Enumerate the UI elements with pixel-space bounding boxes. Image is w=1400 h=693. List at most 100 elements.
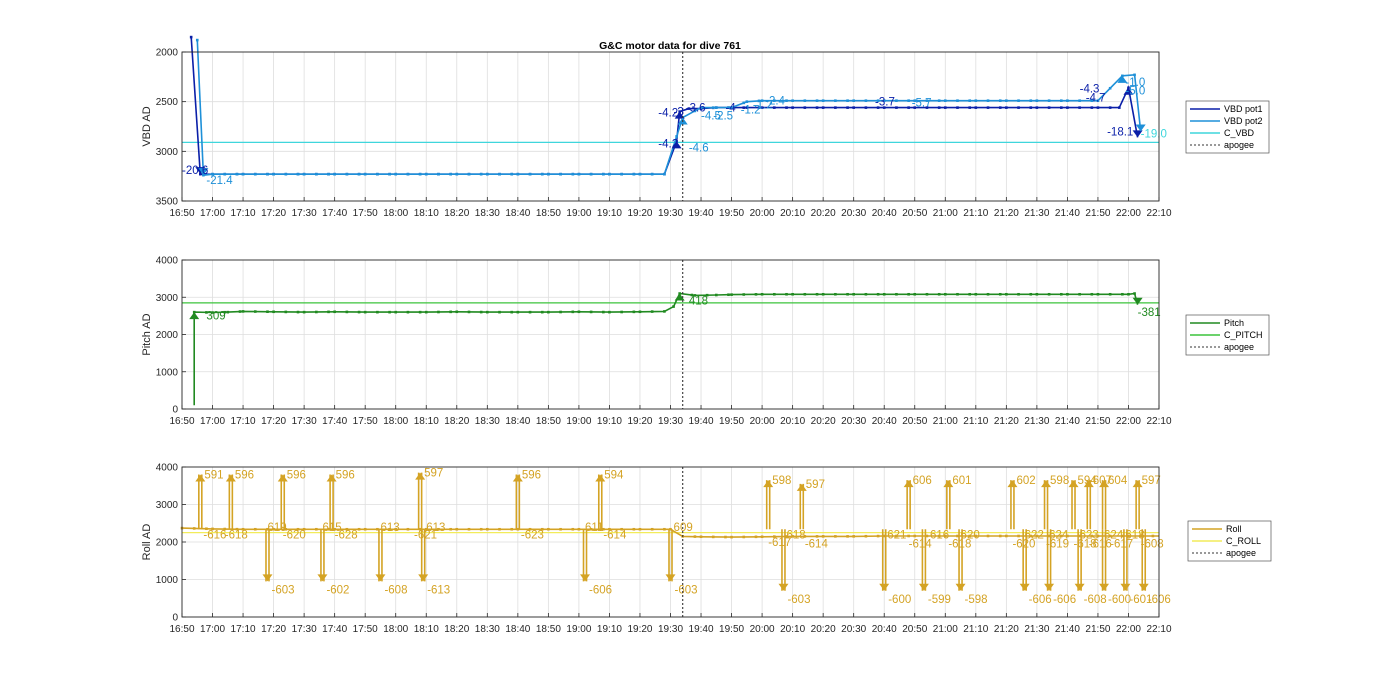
- roll-spike: -603: [665, 529, 698, 596]
- x-tick-label: 21:30: [1024, 624, 1049, 635]
- x-tick-label: 20:30: [841, 208, 866, 219]
- spike-arrowhead: [1120, 583, 1131, 591]
- data-point: [571, 310, 575, 314]
- data-point: [968, 292, 972, 296]
- x-tick-label: 17:10: [231, 416, 256, 427]
- y-axis: 0 1000 2000 3000 4000: [156, 463, 186, 624]
- x-tick-label: 19:40: [689, 416, 714, 427]
- data-point: [345, 172, 349, 176]
- data-point: [1078, 292, 1081, 296]
- series-roll: [180, 526, 1159, 539]
- data-point: [602, 527, 605, 531]
- data-point: [284, 527, 288, 531]
- data-point: [226, 310, 230, 314]
- data-point: [693, 535, 697, 538]
- data-point: [974, 292, 978, 296]
- data-point: [516, 310, 520, 314]
- data-point: [608, 172, 611, 176]
- data-point: [272, 310, 275, 314]
- data-point: [727, 293, 730, 297]
- x-tick-label: 22:10: [1146, 208, 1171, 219]
- data-point: [1060, 99, 1063, 102]
- data-annotation: -4.2: [658, 138, 678, 150]
- data-point: [223, 527, 227, 531]
- data-point: [192, 527, 196, 530]
- x-tick-label: 21:30: [1024, 416, 1049, 427]
- data-point: [547, 527, 550, 531]
- data-point: [602, 310, 605, 314]
- roll-spike: -606: [580, 529, 612, 596]
- data-point: [943, 99, 947, 102]
- x-tick-label: 19:20: [627, 624, 652, 635]
- data-point: [376, 172, 379, 176]
- data-point: [632, 172, 636, 176]
- data-point: [693, 109, 697, 113]
- data-point: [742, 101, 746, 105]
- data-point: [388, 310, 391, 314]
- data-annotation: -4.3: [1080, 84, 1100, 96]
- data-point: [986, 534, 990, 538]
- data-point: [1005, 292, 1008, 296]
- data-point: [937, 106, 941, 109]
- data-annotation: -621: [414, 529, 437, 541]
- data-point: [690, 293, 694, 297]
- roll-spike: -606: [1019, 529, 1052, 606]
- roll-spike: 607: [1083, 475, 1112, 530]
- x-tick-label: 18:00: [383, 624, 408, 635]
- data-point: [968, 534, 972, 538]
- data-point: [876, 292, 880, 296]
- data-point: [241, 310, 245, 313]
- data-point: [711, 106, 715, 109]
- data-point: [760, 292, 764, 296]
- spike-arrowhead: [1068, 480, 1079, 488]
- data-point: [895, 534, 898, 538]
- vbd-panel: -20.6-21.4-4.2 -4.6-4.2-3 -3.6-4.5-2.5-4 -1…: [141, 35, 1270, 219]
- data-point: [913, 106, 917, 109]
- data-point: [907, 106, 910, 109]
- data-point: [1029, 534, 1033, 538]
- data-point: [757, 99, 761, 103]
- data-point: [907, 292, 910, 296]
- data-annotation: -5.7: [912, 98, 932, 110]
- spike-arrowhead: [262, 574, 273, 582]
- x-tick-label: 17:30: [292, 624, 317, 635]
- y-tick-label: 3500: [156, 197, 179, 208]
- data-point: [785, 535, 788, 538]
- data-point: [1035, 106, 1039, 109]
- data-point: [864, 292, 868, 296]
- x-tick-label: 16:50: [169, 416, 194, 427]
- spike-arrowhead: [1138, 583, 1149, 591]
- data-point: [510, 310, 514, 314]
- roll-spike: -598: [955, 529, 988, 606]
- data-point: [1096, 292, 1100, 296]
- data-point: [785, 106, 788, 109]
- x-tick-label: 20:40: [872, 624, 897, 635]
- data-point: [1127, 534, 1130, 538]
- data-point: [852, 292, 855, 296]
- step-arrowhead: [671, 141, 682, 149]
- data-point: [1035, 99, 1039, 102]
- data-point: [956, 534, 959, 538]
- data-point: [864, 106, 868, 109]
- data-point: [760, 106, 764, 109]
- data-point: [1078, 534, 1081, 538]
- data-point: [815, 292, 819, 296]
- data-point: [1139, 534, 1142, 538]
- data-point: [479, 172, 483, 176]
- roll-spike: 591: [195, 470, 224, 530]
- data-annotation: -616: [203, 529, 226, 541]
- x-tick-label: 22:10: [1146, 416, 1171, 427]
- spike-arrowhead: [879, 583, 890, 591]
- x-axis: 16:50 17:00 17:10 17:20 17:30 17:40 17:50 18:00…: [169, 613, 1172, 635]
- data-point: [620, 172, 623, 176]
- data-annotation: -4.7: [1086, 93, 1106, 105]
- step-arrowhead: [674, 111, 685, 119]
- data-point: [913, 292, 917, 296]
- x-tick-label: 20:00: [750, 416, 775, 427]
- data-point: [467, 527, 471, 531]
- data-annotation: -3: [674, 107, 684, 119]
- x-tick-label: 18:40: [505, 208, 530, 219]
- data-point: [773, 292, 776, 296]
- x-tick-label: 19:50: [719, 208, 744, 219]
- data-point: [1121, 292, 1124, 296]
